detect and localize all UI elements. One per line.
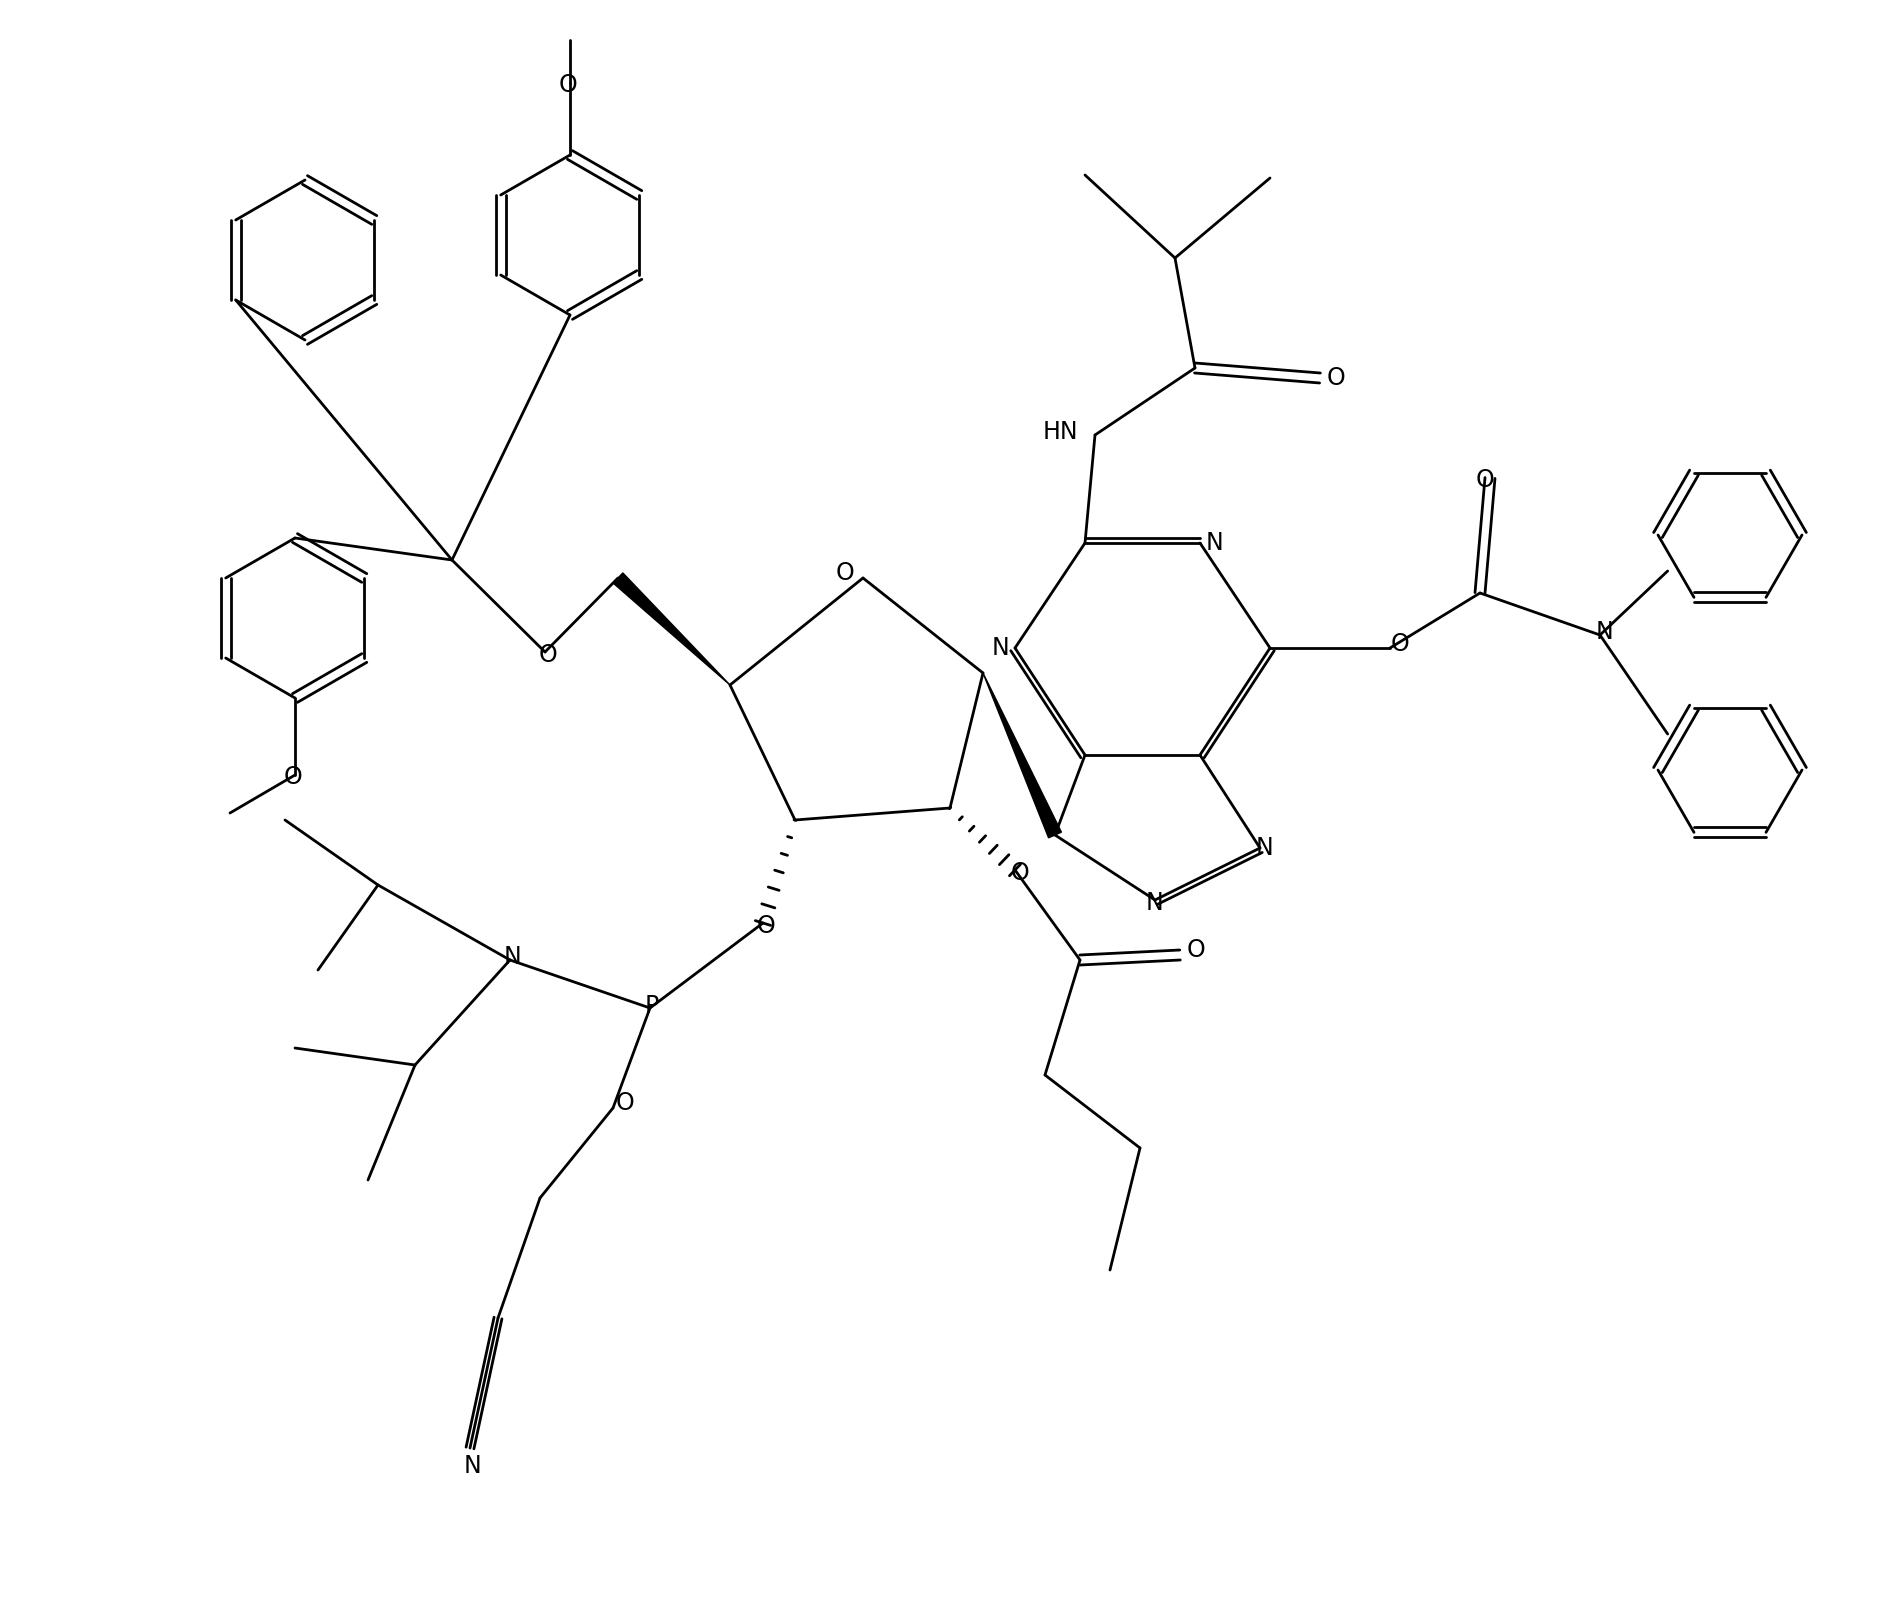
Text: O: O [756,914,775,938]
Polygon shape [614,572,730,685]
Text: N: N [1146,891,1164,916]
Text: O: O [616,1091,635,1116]
Text: O: O [538,643,557,667]
Text: O: O [1010,861,1029,885]
Polygon shape [984,672,1061,838]
Text: N: N [993,637,1010,659]
Text: O: O [284,766,303,788]
Text: O: O [1326,366,1345,390]
Text: N: N [1256,837,1273,859]
Text: O: O [1476,467,1495,492]
Text: O: O [559,73,578,97]
Text: O: O [1186,938,1205,962]
Text: N: N [462,1454,481,1478]
Text: P: P [644,995,659,1019]
Text: HN: HN [1042,421,1078,443]
Text: O: O [836,561,855,585]
Text: N: N [1596,621,1615,645]
Text: N: N [504,945,521,969]
Text: N: N [1205,530,1222,555]
Text: O: O [1391,632,1410,656]
